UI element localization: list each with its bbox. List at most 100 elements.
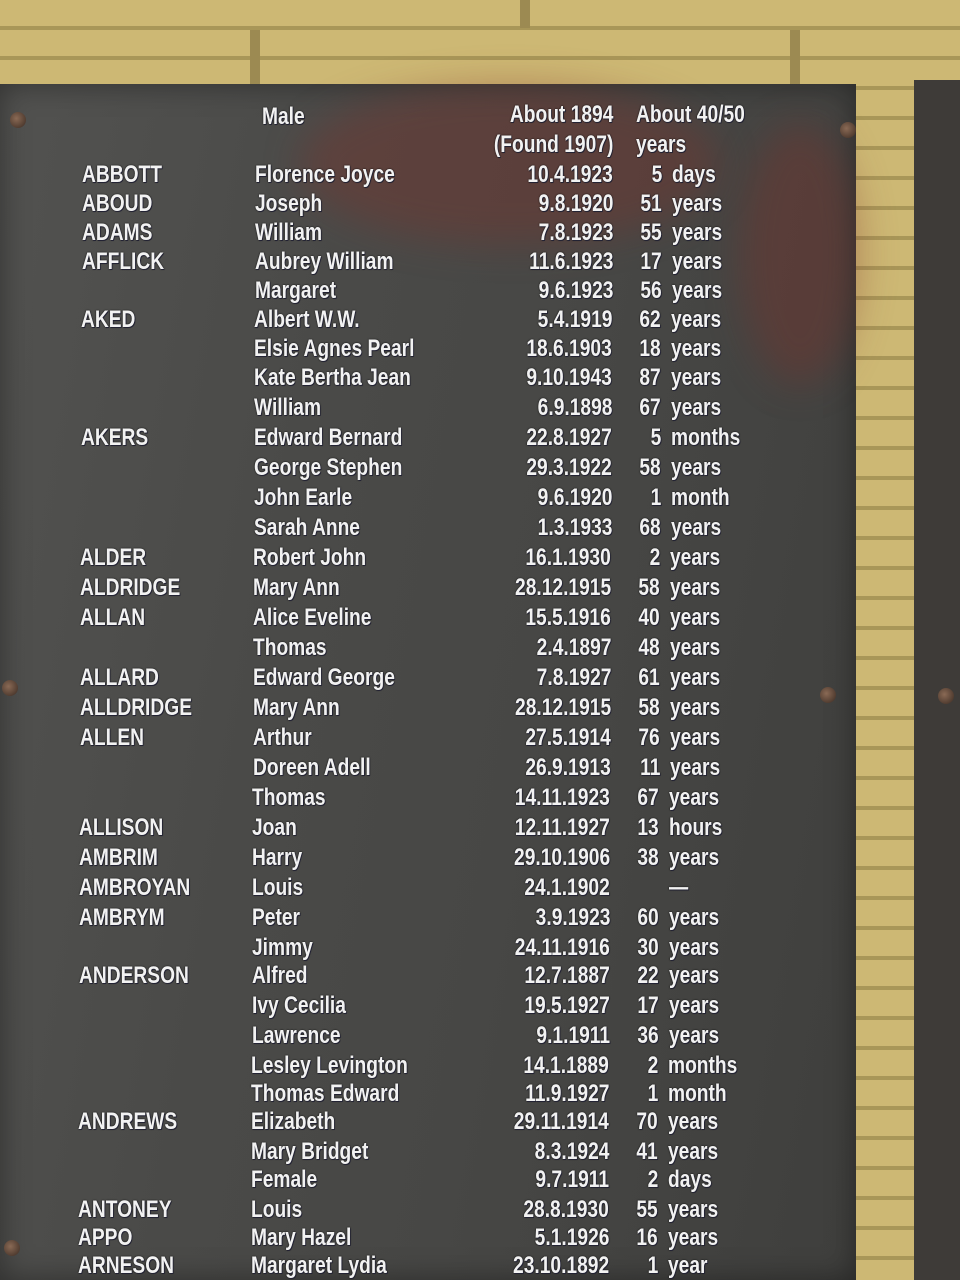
- death-date: 7.8.1923: [538, 219, 613, 246]
- age-number: 5: [650, 424, 661, 451]
- age-unit: —: [669, 874, 689, 901]
- given-name: John Earle: [254, 484, 353, 511]
- brick-joint: [250, 30, 260, 86]
- age-unit: years: [670, 604, 721, 631]
- age-unit: years: [670, 664, 721, 691]
- death-date: 16.1.1930: [525, 544, 611, 571]
- surname: AFFLICK: [82, 248, 165, 275]
- age-number: 38: [637, 844, 659, 871]
- age-number: 2: [647, 1052, 658, 1079]
- given-name: Kate Bertha Jean: [254, 364, 411, 391]
- age-number: 67: [639, 394, 661, 421]
- screw-icon: [2, 680, 18, 696]
- surname: AKERS: [81, 424, 149, 451]
- given-name: Florence Joyce: [255, 161, 395, 188]
- age-unit: month: [668, 1080, 727, 1107]
- age-number: 58: [638, 694, 660, 721]
- given-name: Doreen Adell: [253, 754, 371, 781]
- age-unit: years: [669, 992, 720, 1019]
- given-name: William: [254, 394, 322, 421]
- age-unit: years: [670, 694, 721, 721]
- death-date: 29.11.1914: [513, 1108, 609, 1135]
- age-unit: years: [668, 1196, 719, 1223]
- screw-icon: [938, 688, 954, 704]
- age-unit: hours: [669, 814, 723, 841]
- death-date: 15.5.1916: [525, 604, 611, 631]
- given-name: Peter: [252, 904, 301, 931]
- age-unit: years: [670, 574, 721, 601]
- death-date: 6.9.1898: [537, 394, 612, 421]
- death-date: 12.11.1927: [514, 814, 610, 841]
- death-date: 1.3.1933: [537, 514, 612, 541]
- death-date: 9.6.1920: [537, 484, 612, 511]
- given-name: Aubrey William: [255, 248, 394, 275]
- age-number: 56: [640, 277, 662, 304]
- surname: ALLDRIDGE: [80, 694, 192, 721]
- age-unit: days: [672, 161, 716, 188]
- given-name: Elizabeth: [251, 1108, 336, 1135]
- age-number: 51: [640, 190, 662, 217]
- age-number: 1: [650, 484, 661, 511]
- age-unit: years: [668, 1108, 719, 1135]
- age-unit: years: [671, 454, 722, 481]
- death-date: 19.5.1927: [524, 992, 610, 1019]
- age-number: 17: [640, 248, 662, 275]
- given-name: Joan: [252, 814, 297, 841]
- given-name: Margaret: [255, 277, 337, 304]
- screw-icon: [4, 1240, 20, 1256]
- death-date: 22.8.1927: [526, 424, 612, 451]
- surname: AMBRIM: [79, 844, 158, 871]
- death-date: 28.12.1915: [514, 694, 611, 721]
- age-unit: years: [672, 277, 723, 304]
- age-unit: month: [671, 484, 730, 511]
- age-unit: days: [668, 1166, 712, 1193]
- death-date: 9.1.1911: [536, 1022, 610, 1049]
- given-name: Lawrence: [252, 1022, 341, 1049]
- given-name: Harry: [252, 844, 303, 871]
- age-number: 76: [638, 724, 660, 751]
- screw-icon: [820, 687, 836, 703]
- age-number: 55: [636, 1196, 658, 1223]
- age-number: 30: [637, 934, 659, 961]
- given-name: Mary Ann: [253, 694, 340, 721]
- given-name: Jimmy: [252, 934, 313, 961]
- age-unit: years: [672, 219, 723, 246]
- death-date: 28.8.1930: [523, 1196, 609, 1223]
- surname: ALLISON: [79, 814, 164, 841]
- age-number: 22: [637, 962, 659, 989]
- given-name: Alice Eveline: [253, 604, 372, 631]
- age-unit: year: [668, 1252, 708, 1279]
- screw-icon: [840, 122, 856, 138]
- memorial-plaque: [0, 84, 860, 1280]
- given-name: Ivy Cecilia: [252, 992, 346, 1019]
- age-number: 2: [647, 1166, 658, 1193]
- age-number: 48: [638, 634, 660, 661]
- death-date: 18.6.1903: [526, 335, 612, 362]
- death-date: 11.9.1927: [524, 1080, 609, 1107]
- given-name: Mary Bridget: [251, 1138, 369, 1165]
- age-number: 13: [637, 814, 659, 841]
- brick-joint: [790, 30, 800, 86]
- age-unit: years: [671, 306, 722, 333]
- age-number: 67: [637, 784, 659, 811]
- surname: ANDREWS: [78, 1108, 178, 1135]
- header-given: Male: [262, 103, 305, 130]
- given-name: Thomas Edward: [251, 1080, 400, 1107]
- death-date: 28.12.1915: [514, 574, 611, 601]
- given-name: Louis: [251, 1196, 303, 1223]
- age-unit: years: [670, 634, 721, 661]
- age-number: 41: [636, 1138, 658, 1165]
- age-unit: years: [672, 190, 723, 217]
- death-date: 7.8.1927: [536, 664, 611, 691]
- given-name: Thomas: [252, 784, 326, 811]
- given-name: Margaret Lydia: [251, 1252, 387, 1279]
- given-name: Sarah Anne: [254, 514, 360, 541]
- death-date: 3.9.1923: [535, 904, 610, 931]
- age-number: 40: [638, 604, 660, 631]
- age-number: 87: [639, 364, 661, 391]
- header-date-1: About 1894: [509, 101, 614, 128]
- given-name: George Stephen: [254, 454, 403, 481]
- given-name: Mary Hazel: [251, 1224, 352, 1251]
- surname: ALDER: [80, 544, 147, 571]
- given-name: Robert John: [253, 544, 367, 571]
